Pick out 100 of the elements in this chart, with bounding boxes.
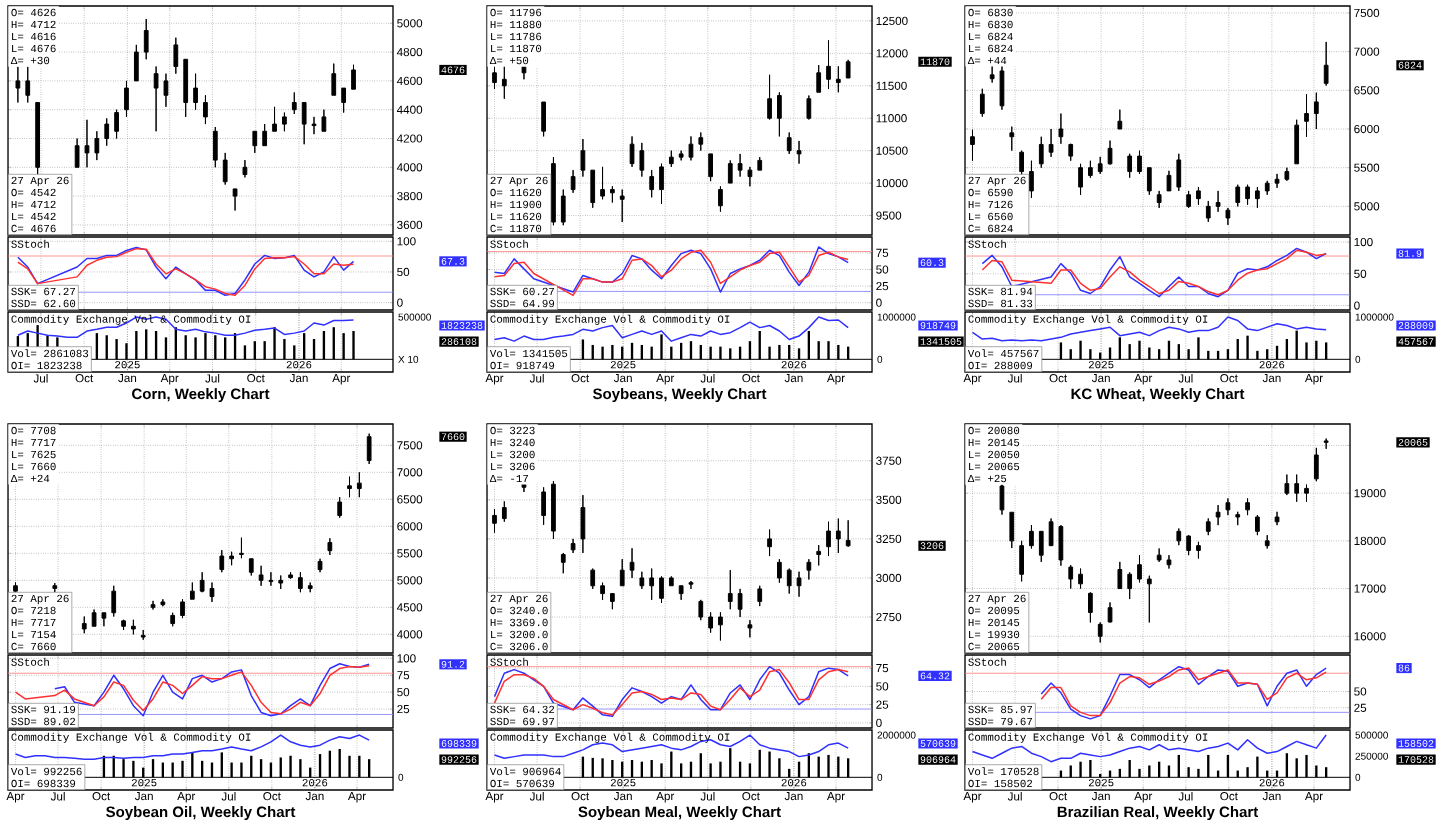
chart-title: SStoch [968,657,1006,666]
x-tick-label: Oct [75,374,94,383]
x2-tick-label: 2026 [302,778,328,787]
candlestick [1274,511,1280,526]
candlestick [1019,540,1024,582]
annotation: Δ= +50 [489,56,529,65]
candlestick [1117,109,1123,130]
text: 457567 [1398,338,1434,345]
x-axis-title: Corn, Weekly Chart [132,388,270,403]
candlestick [541,101,546,137]
y-tick-label: 17000 [1354,584,1386,593]
candlestick [248,558,254,576]
candlestick [777,91,782,137]
candlestick [203,94,208,125]
annotation: H= 20145 [968,438,1020,447]
candlestick [541,486,546,526]
candlestick [1117,561,1123,590]
candlestick [590,568,596,590]
annotation: H= 7126 [968,200,1013,209]
candlestick [140,629,146,641]
candlestick [173,37,179,75]
annotation: H= 6830 [968,20,1013,29]
candlestick [718,611,723,641]
annotation: SSD= 81.33 [968,299,1033,308]
candlestick [1038,136,1044,169]
candlestick [1127,153,1133,179]
candlestick [222,152,228,186]
candlestick [1068,143,1074,162]
x-axis-title: KC Wheat, Weekly Chart [1071,388,1245,403]
annotation: Vol= 1341505 [489,349,568,358]
x-axis-title: Brazilian Real, Weekly Chart [1057,806,1259,821]
annotation: L= 6824 [969,32,1013,41]
annotation: O= 4542 [11,188,56,197]
annotation: L= 4616 [12,32,56,41]
candlestick [133,44,139,82]
annotation: O= 3240.0 [490,606,548,615]
y-tick-label: 5000 [397,19,423,28]
candlestick [1156,548,1162,563]
x-tick-label: Jul [33,374,48,383]
chart-title: Commodity Exchange Vol & Commodity OI [968,732,1208,743]
candlestick [560,189,566,226]
candlestick [189,582,195,600]
candlestick [659,575,664,604]
text: 64.32 [920,672,950,680]
x-tick-label: Apr [826,374,845,385]
candlestick [1097,621,1103,643]
candlestick [659,163,664,205]
annotation: H= 4712 [11,200,56,209]
candlestick [1009,511,1015,549]
candlestick [1284,474,1290,496]
candlestick [150,600,156,611]
x-tick-label: Jul [205,374,220,383]
y-tick-label: 5000 [397,576,423,585]
candlestick [327,537,333,556]
x-tick-label: Jan [134,792,153,801]
x-tick-label: Apr [1134,374,1153,385]
annotation: Vol= 2861083 [10,349,89,358]
candlestick [970,129,975,162]
text: 60.3 [920,259,944,267]
text: 1341505 [920,338,962,345]
candlestick [757,585,763,607]
x-tick-label: Apr [332,374,351,385]
x-tick-label: Oct [571,792,590,801]
candlestick [124,80,129,118]
candlestick [1205,517,1211,536]
annotation: Δ= +44 [967,56,1007,65]
annotation: Δ= +25 [967,474,1007,483]
candlestick [492,508,497,534]
annotation: L= 4542 [12,212,56,221]
annotation: O= 20095 [968,606,1020,615]
candlestick [366,433,372,465]
candlestick [826,39,831,90]
annotation: L= 11786 [491,32,542,41]
candlestick [727,569,733,610]
candlestick [74,138,80,168]
chart-title: Commodity Exchange Vol & Commodity OI [490,314,730,325]
text: 1823238 [441,322,483,329]
x-tick-label: Oct [1220,792,1238,801]
candlestick [1156,190,1162,209]
annotation: H= 7717 [11,618,56,627]
text: 67.3 [441,257,465,265]
annotation: 27 Apr 26 [490,176,548,187]
candlestick [242,159,248,178]
x-tick-label: Apr [177,792,196,803]
y-tick-label: 4400 [396,105,423,114]
x-tick-label: Jul [529,792,544,801]
candlestick [1323,438,1329,450]
annotation: SSK= 60.27 [490,287,554,296]
candlestick [979,88,985,118]
candlestick [786,132,792,155]
candlestick [708,153,713,182]
candlestick [1215,504,1221,526]
candlestick [337,496,343,519]
x-tick-label: Apr [347,792,366,803]
text: 288009 [1398,322,1434,329]
candlestick [258,565,264,587]
candlestick [649,169,655,198]
annotation: H= 20145 [968,618,1020,627]
annotation: L= 11870 [491,44,542,53]
y-tick-label: 75 [876,664,889,673]
